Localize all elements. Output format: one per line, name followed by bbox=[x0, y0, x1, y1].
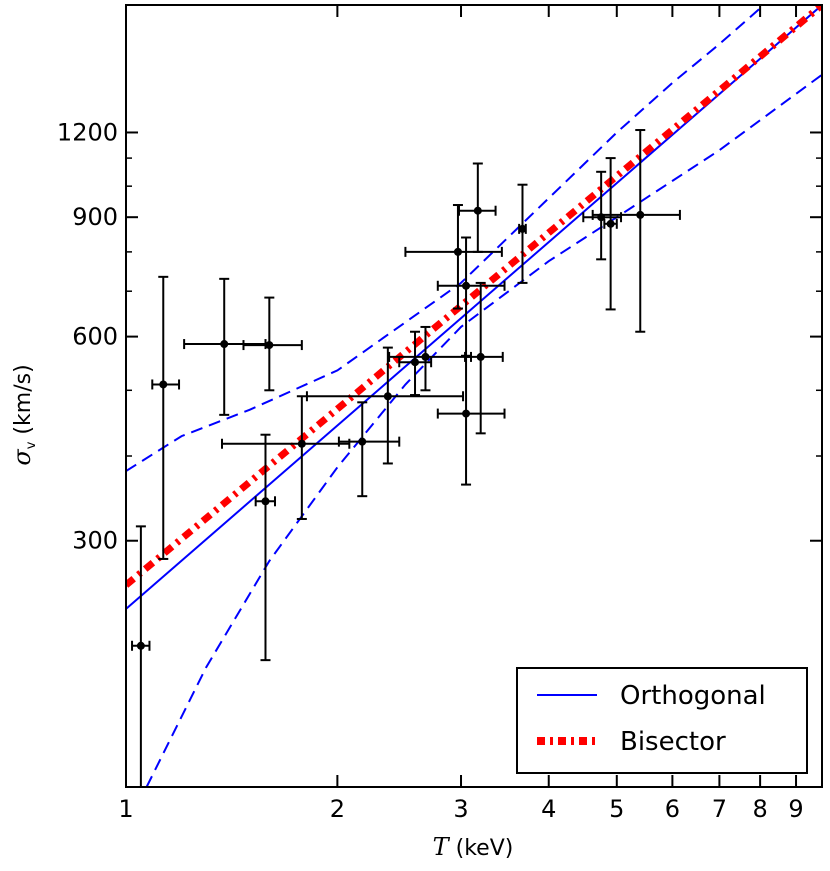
axis-ticks: 1 2 3 4 5 6 7 8 9 300 600 900 1200 bbox=[57, 5, 822, 823]
x-tick-label: 4 bbox=[541, 795, 556, 823]
x-tick-label: 1 bbox=[118, 795, 133, 823]
legend-box bbox=[516, 667, 808, 774]
data-point-group bbox=[220, 395, 351, 520]
data-point bbox=[383, 392, 392, 401]
y-axis-label: σv (km/s) bbox=[8, 364, 39, 465]
y-tick-label: 300 bbox=[72, 527, 118, 555]
data-point bbox=[462, 281, 471, 290]
plot-area bbox=[126, 5, 822, 787]
legend: Orthogonal Bisector bbox=[516, 667, 808, 774]
x-tick-label: 6 bbox=[665, 795, 680, 823]
data-point-group bbox=[131, 525, 151, 787]
data-point bbox=[421, 352, 430, 361]
data-point-group bbox=[517, 183, 528, 284]
data-point bbox=[476, 352, 485, 361]
legend-label-bisector: Bisector bbox=[620, 727, 726, 757]
series-bisector bbox=[126, 5, 822, 588]
data-point-group bbox=[464, 281, 504, 435]
data-point bbox=[159, 380, 168, 389]
x-tick-label: 3 bbox=[453, 795, 468, 823]
x-tick-label: 8 bbox=[752, 795, 767, 823]
data-point bbox=[261, 497, 270, 506]
data-point bbox=[297, 439, 306, 448]
x-tick-label: 9 bbox=[788, 795, 803, 823]
data-point-group bbox=[305, 346, 465, 465]
data-point-group bbox=[242, 296, 303, 392]
x-tick-label: 2 bbox=[330, 795, 345, 823]
data-point-group bbox=[404, 204, 503, 310]
x-axis-label: T (keV) bbox=[433, 833, 514, 861]
data-point-group bbox=[337, 401, 401, 498]
data-point bbox=[462, 409, 471, 418]
data-point-group bbox=[254, 433, 276, 662]
y-tick-label: 1200 bbox=[57, 118, 118, 146]
data-point bbox=[453, 247, 462, 256]
data-point-group bbox=[436, 354, 506, 486]
data-point bbox=[636, 210, 645, 219]
data-point-group bbox=[398, 330, 433, 397]
data-point bbox=[518, 224, 527, 233]
legend-label-orthogonal: Orthogonal bbox=[620, 681, 766, 711]
x-tick-label: 7 bbox=[712, 795, 727, 823]
series-orthogonal-lower-bound bbox=[145, 73, 822, 787]
series-orthogonal-upper-bound bbox=[126, 5, 765, 472]
data-point-group bbox=[457, 162, 497, 253]
data-point bbox=[358, 437, 367, 446]
data-point bbox=[136, 641, 145, 650]
data-point bbox=[220, 340, 229, 349]
data-point-group bbox=[603, 157, 618, 311]
data-point-group bbox=[388, 325, 473, 392]
x-tick-label: 5 bbox=[609, 795, 624, 823]
data-point bbox=[473, 206, 482, 215]
axes-frame bbox=[125, 4, 823, 788]
data-point-group bbox=[591, 129, 681, 333]
data-point bbox=[606, 219, 615, 228]
data-point-group bbox=[183, 277, 267, 416]
data-point-group bbox=[151, 275, 181, 560]
y-tick-label: 600 bbox=[72, 323, 118, 351]
y-tick-label: 900 bbox=[72, 203, 118, 231]
data-point bbox=[411, 358, 420, 367]
data-point bbox=[265, 341, 274, 350]
